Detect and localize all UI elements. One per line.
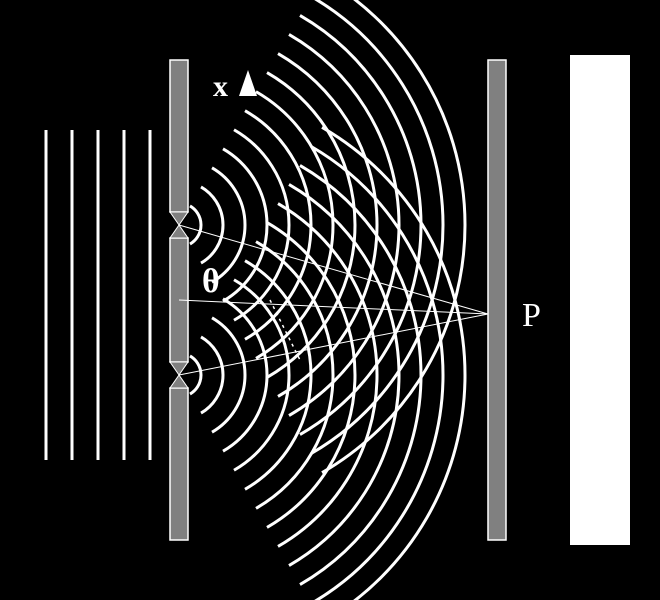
- intensity-pattern: [570, 55, 630, 545]
- slit-barrier-segment: [170, 388, 188, 540]
- double-slit-diagram: x θ P: [0, 0, 660, 600]
- point-p-label: P: [522, 297, 541, 334]
- slit-barrier-segment: [170, 60, 188, 212]
- theta-label: θ: [202, 263, 220, 300]
- x-axis-label: x: [213, 70, 228, 103]
- screen-barrier: [488, 60, 506, 540]
